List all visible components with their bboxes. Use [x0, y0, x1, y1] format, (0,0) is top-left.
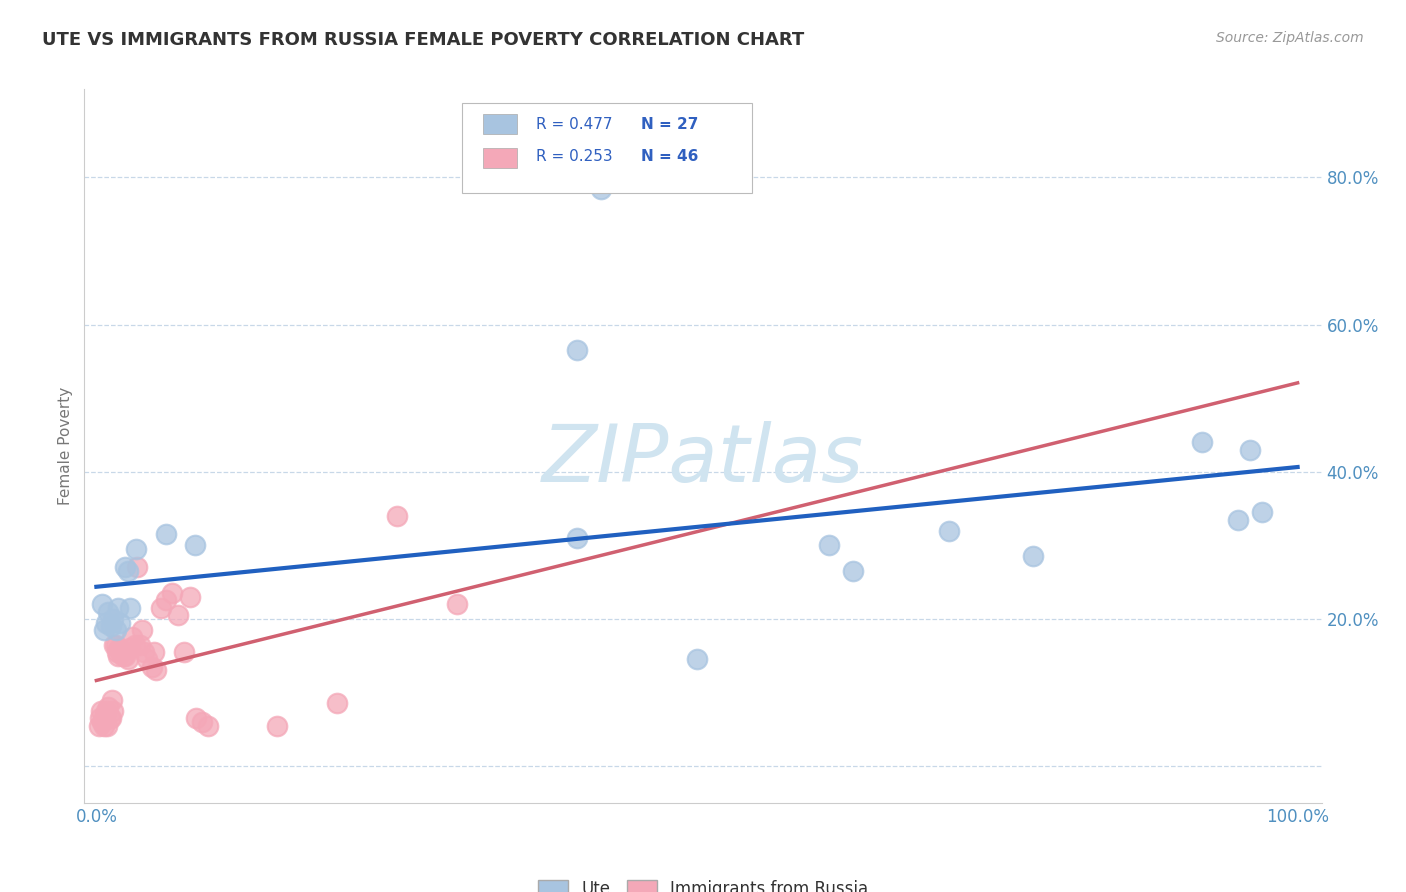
Point: [117, 564, 139, 578]
Point: [118, 600, 141, 615]
Point: [114, 560, 136, 574]
Point: [167, 608, 190, 623]
Point: [98, 711, 121, 725]
Point: [94, 707, 117, 722]
Text: N = 27: N = 27: [641, 117, 699, 132]
Point: [1022, 549, 1045, 564]
Point: [97, 605, 120, 619]
Point: [94, 704, 117, 718]
Point: [90, 704, 112, 718]
Point: [110, 615, 132, 630]
Point: [446, 597, 468, 611]
Point: [114, 648, 136, 663]
Point: [155, 527, 177, 541]
Point: [179, 590, 201, 604]
Point: [150, 600, 173, 615]
Point: [121, 630, 143, 644]
Point: [325, 697, 347, 711]
Point: [565, 343, 588, 358]
Point: [100, 711, 122, 725]
Text: ZIPatlas: ZIPatlas: [541, 421, 865, 500]
Point: [96, 718, 118, 732]
Text: R = 0.253: R = 0.253: [536, 150, 613, 164]
Point: [1226, 512, 1249, 526]
Point: [818, 538, 841, 552]
Point: [134, 645, 156, 659]
Point: [111, 648, 134, 663]
Point: [110, 645, 132, 659]
Point: [127, 560, 149, 574]
Point: [686, 652, 709, 666]
Point: [101, 693, 124, 707]
Text: N = 46: N = 46: [641, 150, 699, 164]
FancyBboxPatch shape: [482, 148, 517, 168]
Point: [107, 648, 129, 663]
Point: [184, 538, 207, 552]
Point: [108, 641, 131, 656]
Point: [184, 711, 207, 725]
Point: [89, 711, 111, 725]
Point: [160, 586, 183, 600]
Text: UTE VS IMMIGRANTS FROM RUSSIA FEMALE POVERTY CORRELATION CHART: UTE VS IMMIGRANTS FROM RUSSIA FEMALE POV…: [42, 31, 804, 49]
Point: [191, 714, 214, 729]
Y-axis label: Female Poverty: Female Poverty: [58, 387, 73, 505]
Point: [93, 623, 115, 637]
Text: Source: ZipAtlas.com: Source: ZipAtlas.com: [1216, 31, 1364, 45]
Point: [938, 524, 960, 538]
Point: [103, 612, 125, 626]
Text: R = 0.477: R = 0.477: [536, 117, 613, 132]
Point: [125, 541, 148, 556]
Point: [1250, 505, 1272, 519]
Point: [91, 714, 114, 729]
Point: [93, 718, 115, 732]
FancyBboxPatch shape: [482, 114, 517, 134]
Point: [100, 619, 122, 633]
Point: [103, 704, 125, 718]
Point: [124, 638, 146, 652]
Point: [103, 638, 125, 652]
Point: [266, 718, 288, 732]
Point: [1191, 435, 1213, 450]
FancyBboxPatch shape: [461, 103, 752, 193]
Point: [385, 508, 408, 523]
Point: [91, 597, 114, 611]
Point: [107, 600, 129, 615]
Point: [104, 623, 127, 637]
Point: [173, 645, 195, 659]
Point: [118, 641, 141, 656]
Point: [97, 700, 120, 714]
Point: [131, 623, 153, 637]
Point: [141, 659, 163, 673]
Point: [104, 638, 127, 652]
Point: [589, 181, 612, 195]
Point: [94, 615, 117, 630]
Point: [128, 638, 150, 652]
Point: [87, 718, 110, 732]
Point: [197, 718, 219, 732]
Legend: Ute, Immigrants from Russia: Ute, Immigrants from Russia: [530, 871, 876, 892]
Point: [1239, 442, 1261, 457]
Point: [143, 645, 166, 659]
Point: [135, 652, 157, 666]
Point: [155, 593, 177, 607]
Point: [565, 531, 588, 545]
Point: [145, 664, 167, 678]
Point: [105, 645, 128, 659]
Point: [117, 652, 139, 666]
Point: [842, 564, 865, 578]
